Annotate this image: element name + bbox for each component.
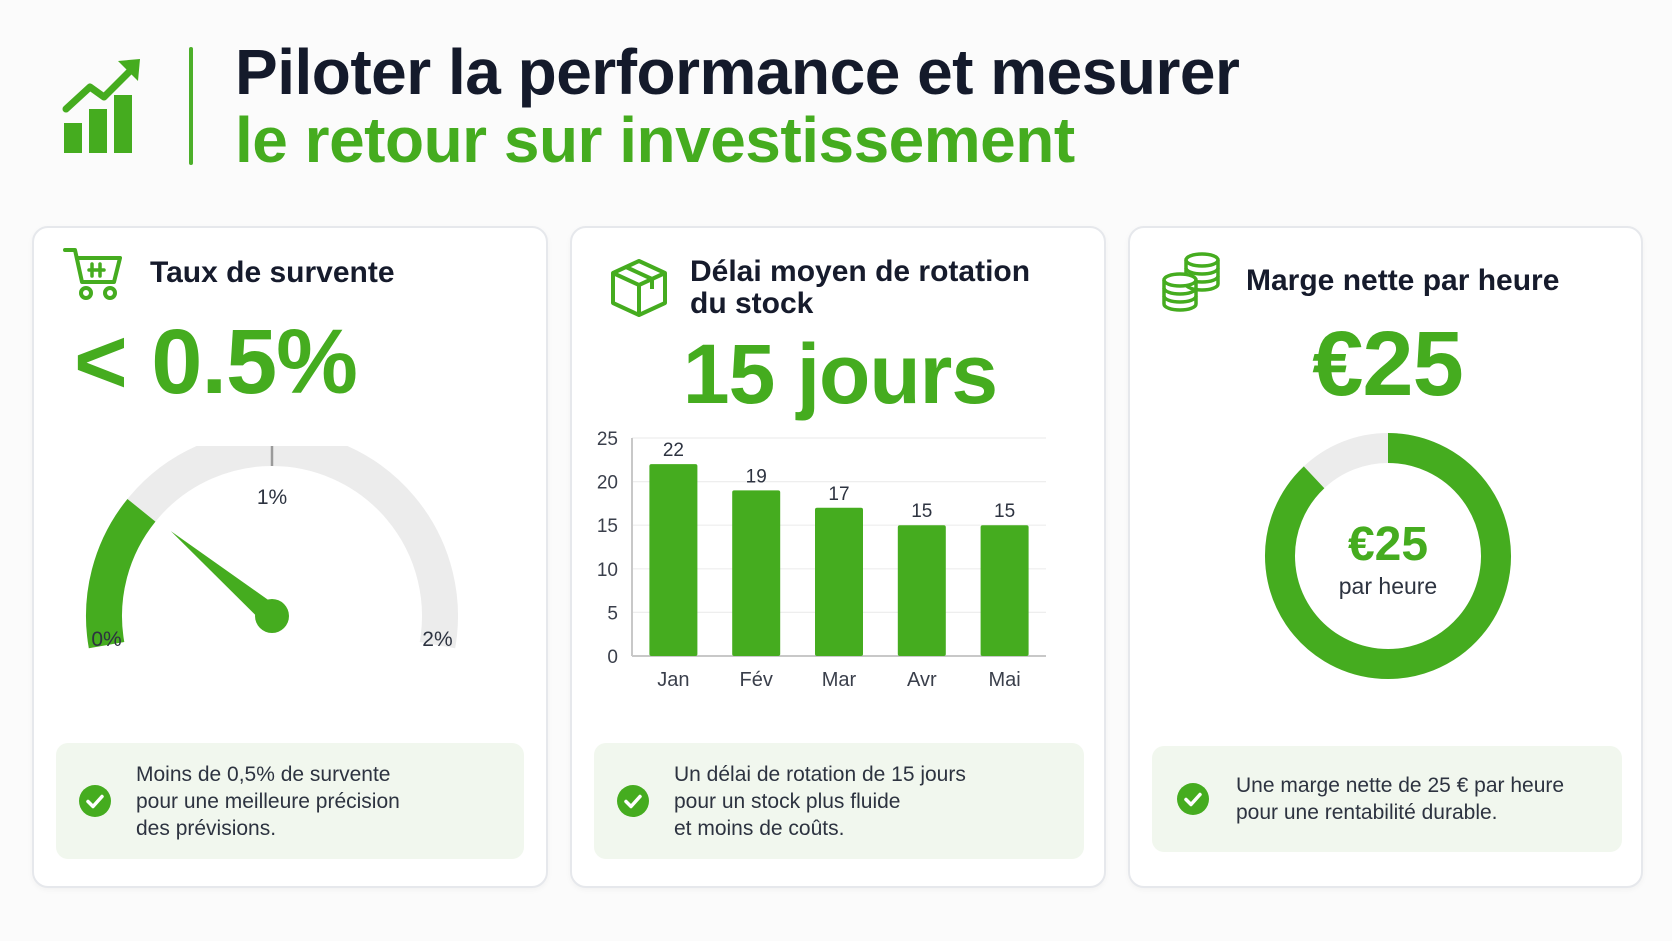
check-circle-icon bbox=[617, 785, 649, 817]
note-text: Moins de 0,5% de survente pour une meill… bbox=[136, 762, 400, 840]
card-header: Délai moyen de rotation du stock bbox=[608, 256, 1030, 320]
bar-data-label: 17 bbox=[828, 484, 849, 505]
y-tick-label: 20 bbox=[597, 473, 618, 494]
bar-series bbox=[649, 464, 1029, 656]
bar-data-label: 15 bbox=[994, 501, 1015, 522]
card-note: Un délai de rotation de 15 jours pour un… bbox=[594, 743, 1084, 859]
page-title: Piloter la performance et mesurer le ret… bbox=[235, 35, 1240, 176]
bar bbox=[649, 464, 698, 656]
bar-chart: 0 5 10 15 20 25 22 19 17 15 15 Jan Fév Mar Avr Mai bbox=[597, 429, 1046, 691]
header-divider bbox=[189, 46, 193, 165]
card-note: Une marge nette de 25 € par heure pour u… bbox=[1152, 746, 1622, 852]
bar bbox=[897, 525, 946, 656]
x-tick-label: Fév bbox=[740, 669, 773, 691]
bar bbox=[815, 507, 863, 656]
gauge-label-min: 0% bbox=[91, 628, 121, 651]
x-tick-label: Mai bbox=[988, 669, 1020, 691]
donut-chart: €25 par heure bbox=[1265, 433, 1511, 679]
card-title: Marge nette par heure bbox=[1246, 264, 1560, 297]
title-line-2: le retour sur investissement bbox=[235, 103, 1075, 176]
bar bbox=[980, 525, 1029, 656]
y-tick-label: 10 bbox=[597, 560, 618, 581]
card-title: Taux de survente bbox=[150, 256, 395, 289]
card-header: Taux de survente bbox=[62, 242, 395, 304]
page-header: Piloter la performance et mesurer le ret… bbox=[62, 35, 1240, 176]
gauge-label-max: 2% bbox=[422, 628, 452, 651]
title-line-1: Piloter la performance et mesurer bbox=[235, 35, 1240, 108]
check-circle-icon bbox=[1177, 783, 1209, 815]
x-tick-label: Mar bbox=[822, 669, 857, 691]
rotation-value: 15 jours bbox=[682, 327, 998, 421]
card-note: Moins de 0,5% de survente pour une meill… bbox=[56, 743, 524, 859]
card-stock-rotation: Délai moyen de rotation du stock 15 jour… bbox=[570, 226, 1106, 888]
donut-center-value: €25 bbox=[1348, 518, 1428, 571]
donut-fill bbox=[1265, 433, 1511, 679]
card-header: Marge nette par heure bbox=[1160, 250, 1559, 312]
card-overselling-rate: Taux de survente < 0.5% 0% 1% 2% Moins d… bbox=[32, 226, 548, 888]
bar-data-label: 22 bbox=[663, 440, 684, 461]
gauge-hub bbox=[255, 599, 289, 633]
donut-center-label: par heure bbox=[1339, 573, 1437, 599]
bar bbox=[732, 490, 781, 656]
gauge-needle bbox=[170, 531, 280, 625]
package-box-icon bbox=[611, 259, 667, 317]
y-tick-label: 15 bbox=[597, 516, 618, 537]
margin-value: €25 bbox=[1312, 313, 1464, 415]
y-tick-label: 5 bbox=[607, 603, 618, 624]
y-tick-label: 0 bbox=[607, 647, 618, 668]
y-tick-label: 25 bbox=[597, 429, 618, 450]
gauge-chart: 0% 1% 2% bbox=[86, 446, 458, 651]
card-title: Délai moyen de rotation du stock bbox=[690, 255, 1031, 320]
note-text: Une marge nette de 25 € par heure pour u… bbox=[1236, 774, 1565, 824]
bar-x-axis: Jan Fév Mar Avr Mai bbox=[657, 669, 1020, 691]
bar-data-labels: 22 19 17 15 15 bbox=[663, 440, 1015, 522]
gauge-fill bbox=[86, 498, 156, 649]
note-text: Un délai de rotation de 15 jours pour un… bbox=[674, 762, 966, 840]
growth-chart-icon bbox=[62, 58, 140, 153]
gauge-label-mid: 1% bbox=[257, 486, 287, 509]
bar-y-axis: 0 5 10 15 20 25 bbox=[597, 429, 618, 668]
x-tick-label: Jan bbox=[657, 669, 689, 691]
shopping-cart-icon bbox=[63, 248, 122, 300]
check-circle-icon bbox=[79, 785, 111, 817]
overselling-value: < 0.5% bbox=[74, 311, 358, 413]
coin-stack-icon bbox=[1162, 252, 1220, 312]
card-net-margin: Marge nette par heure €25 €25 par heure … bbox=[1128, 226, 1643, 888]
x-tick-label: Avr bbox=[907, 669, 937, 691]
bar-data-label: 15 bbox=[911, 501, 932, 522]
bar-data-label: 19 bbox=[746, 466, 767, 487]
